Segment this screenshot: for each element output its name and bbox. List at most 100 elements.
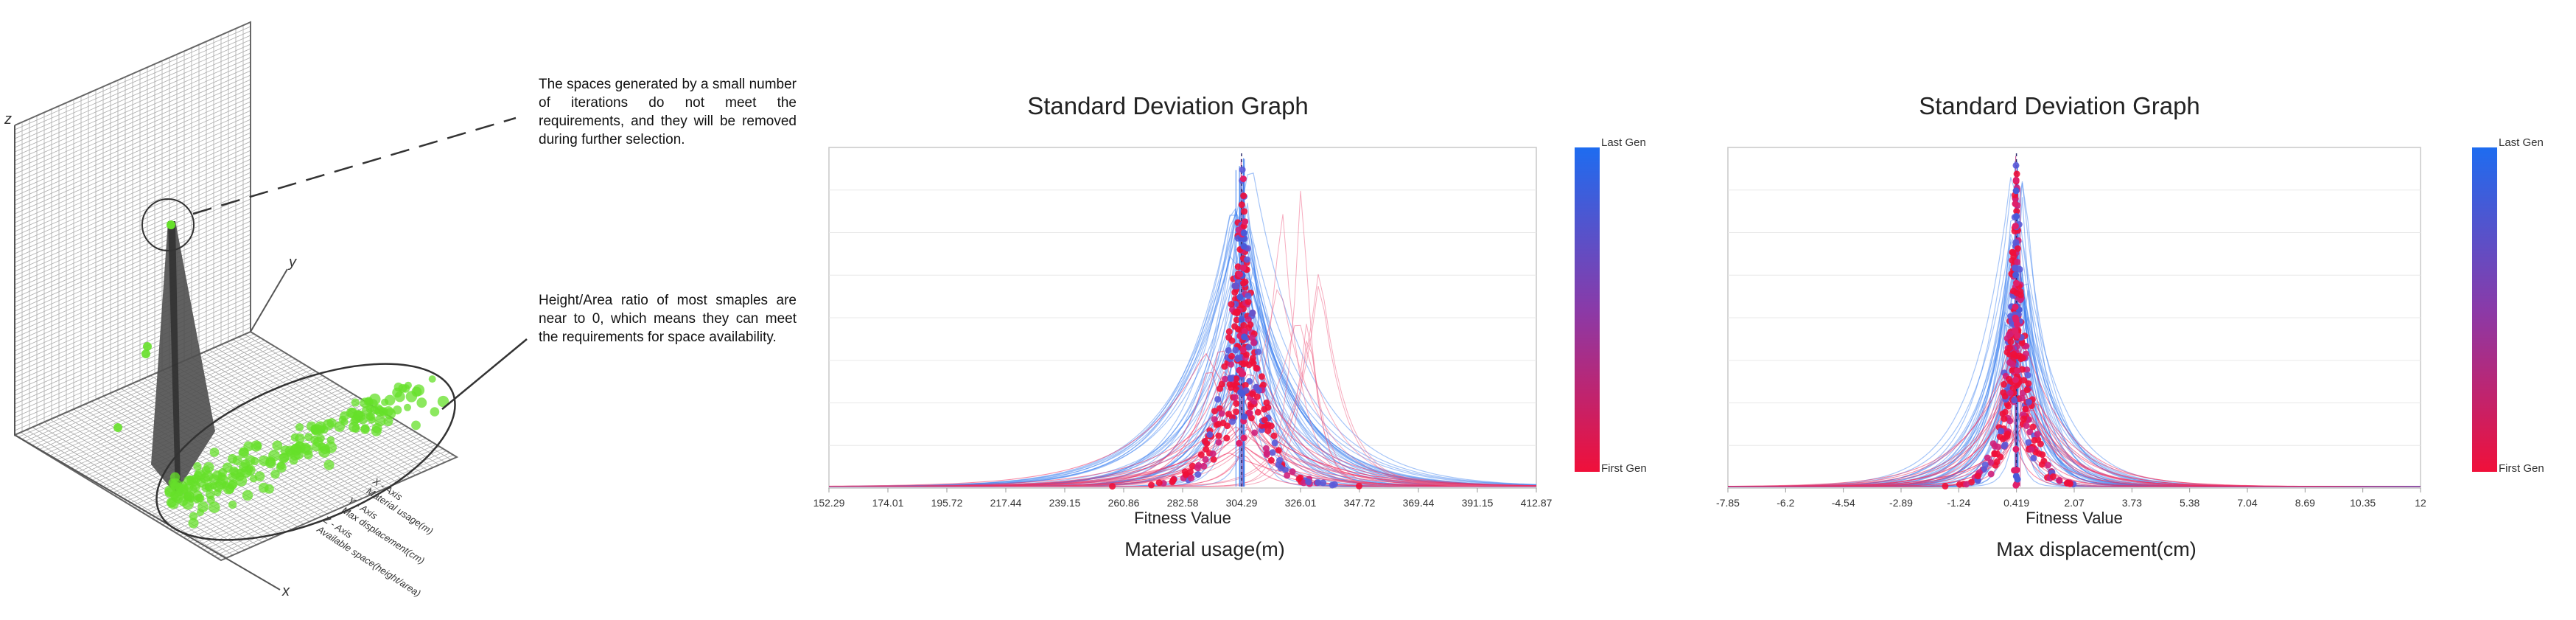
data-point (1169, 477, 1177, 484)
grid-line (217, 454, 454, 559)
grid-line (14, 282, 251, 387)
colorbar-bottom-label: First Gen (1601, 462, 1647, 475)
data-point (1234, 326, 1242, 332)
sample-point (188, 518, 199, 529)
x-tick-label: 2.07 (2064, 497, 2084, 509)
data-point (2001, 415, 2008, 422)
distribution-curve (1728, 349, 2421, 487)
y-axis-label: y (287, 254, 297, 271)
distribution-curve (1728, 237, 2421, 487)
distribution-curve (829, 357, 1536, 487)
data-point (1225, 328, 1233, 335)
data-point (1239, 264, 1247, 271)
grid-line (114, 391, 351, 496)
data-point (1305, 478, 1312, 486)
data-point (1987, 459, 1995, 466)
data-point (2025, 416, 2032, 423)
data-point (1236, 366, 1243, 374)
x-tick-label: 347.72 (1344, 497, 1376, 509)
data-point (2014, 476, 2021, 483)
grid-line (14, 207, 251, 312)
data-point (1188, 475, 1195, 482)
sample-point (401, 384, 410, 393)
colorbar (2472, 147, 2497, 472)
data-point (1227, 375, 1234, 382)
sample-point (276, 461, 285, 470)
sample-point (360, 424, 370, 433)
x-tick-label: -4.54 (1832, 497, 1855, 509)
grid-line (193, 439, 430, 544)
data-point (1255, 387, 1262, 394)
distribution-curve (829, 305, 1536, 487)
grid-line (14, 88, 251, 192)
sample-point (295, 423, 304, 432)
data-point (1271, 439, 1278, 447)
sample-point (340, 411, 349, 421)
data-point (1241, 333, 1248, 341)
grid-line (14, 159, 251, 263)
grid-line (14, 123, 251, 228)
distribution-curve (829, 221, 1536, 487)
sample-point (259, 455, 270, 467)
grid-line (14, 57, 251, 161)
grid-line (14, 247, 251, 352)
grid-line (28, 339, 265, 444)
grid-line (14, 198, 251, 303)
grid-line (14, 309, 251, 414)
sample-point (143, 342, 152, 351)
data-point (1276, 457, 1283, 464)
data-point (1245, 292, 1252, 299)
data-point (2005, 403, 2012, 410)
data-point (1329, 481, 1336, 489)
data-point (1942, 482, 1949, 490)
data-point (2026, 398, 2032, 405)
grid-line (14, 251, 251, 356)
x-tick-label: 0.419 (2003, 497, 2029, 509)
grid-line (32, 341, 268, 446)
data-point (2049, 473, 2057, 481)
grid-line (169, 425, 406, 529)
colorbar-top-label: Last Gen (2499, 136, 2544, 149)
grid-line (14, 110, 251, 215)
distribution-curve (1728, 342, 2421, 487)
data-point (1242, 382, 1249, 389)
data-point (2014, 259, 2021, 265)
data-point (2037, 440, 2044, 447)
sample-point (365, 405, 374, 414)
grid-line (14, 119, 251, 223)
data-point (1254, 348, 1261, 355)
x-tick-label: 282.58 (1167, 497, 1199, 509)
data-point (2012, 271, 2020, 279)
grid-line (14, 83, 251, 188)
distribution-curve (1728, 273, 2421, 487)
data-point (1258, 373, 1265, 380)
data-point (2013, 208, 2020, 215)
data-point (1998, 428, 2004, 435)
data-point (1239, 166, 1246, 173)
std-deviation-chart-displacement: Standard Deviation Graph -7.85 -6.2 -4.54 -2… (1716, 92, 2544, 560)
sample-point (113, 423, 122, 432)
sample-point (193, 495, 201, 504)
data-point (2010, 288, 2017, 295)
data-point (2028, 445, 2035, 453)
data-point (2004, 431, 2011, 438)
grid-line (14, 101, 251, 206)
x-tick-label: 304.29 (1226, 497, 1258, 509)
data-point (1289, 468, 1296, 476)
distribution-curve (829, 394, 1537, 487)
sample-point (232, 456, 242, 466)
sample-point (363, 397, 372, 405)
x-tick-label: 369.44 (1403, 497, 1435, 509)
data-point (2012, 161, 2020, 169)
axis-legend: X - AxisMaterial usage(m) Y - AxisMax di… (315, 475, 435, 599)
sample-point (169, 472, 181, 482)
x-tick-label: 326.01 (1285, 497, 1317, 509)
grid-line (14, 291, 251, 396)
data-point (2023, 386, 2031, 394)
grid-line (14, 172, 251, 276)
x-tick-label: 217.44 (990, 497, 1022, 509)
distribution-curve (829, 267, 1536, 487)
data-point (2013, 213, 2020, 220)
grid-line (14, 322, 251, 427)
data-point (1240, 192, 1247, 200)
